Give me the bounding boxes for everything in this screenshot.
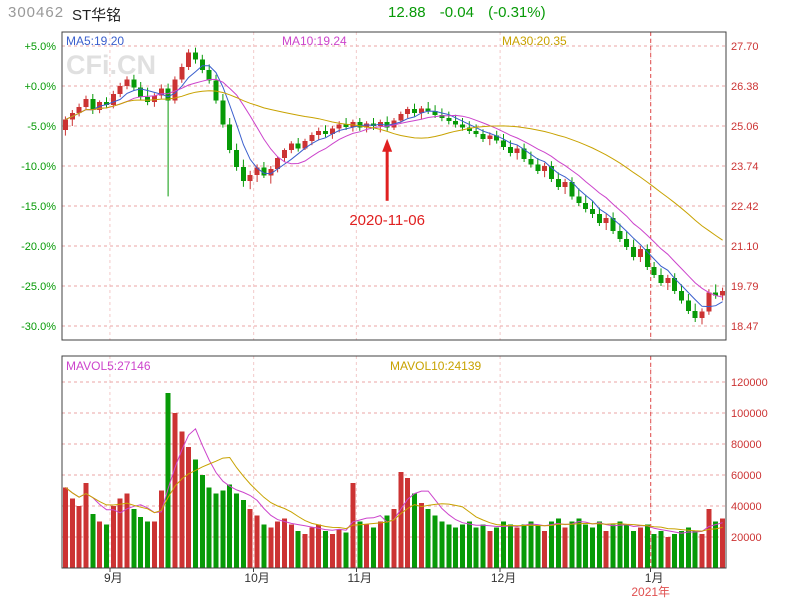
month-label: 1月 <box>645 571 664 585</box>
price-change: -0.04 <box>439 4 474 21</box>
volume-panel-border <box>61 355 727 569</box>
mavol5-label: MAVOL5:27146 <box>66 359 151 373</box>
month-label: 10月 <box>244 571 269 585</box>
last-price: 12.88 <box>388 4 426 21</box>
year-label: 2021年 <box>631 585 670 599</box>
price-value-tick: 22.42 <box>731 201 759 213</box>
candles <box>62 47 726 325</box>
price-value-tick: 19.79 <box>731 281 759 293</box>
stock-name: ST华铭 <box>72 7 122 24</box>
price-percent-tick: -20.0% <box>21 241 56 253</box>
ma30-line <box>65 90 723 241</box>
price-percent-tick: -25.0% <box>21 281 56 293</box>
price-value-tick: 27.70 <box>731 41 759 53</box>
ma10-line <box>65 78 723 298</box>
volume-tick: 100000 <box>731 408 768 420</box>
annotation-arrowhead <box>382 138 393 152</box>
price-change-percent: (-0.31%) <box>488 4 546 21</box>
month-label: 12月 <box>491 571 516 585</box>
month-label: 11月 <box>348 571 372 585</box>
price-percent-tick: -10.0% <box>21 161 56 173</box>
price-panel-border <box>61 31 727 341</box>
price-value-tick: 23.74 <box>731 161 759 173</box>
volume-tick: 40000 <box>731 501 762 513</box>
month-label: 9月 <box>104 571 123 585</box>
price-value-tick: 21.10 <box>731 241 759 253</box>
volume-tick: 80000 <box>731 439 762 451</box>
mavol10-label: MAVOL10:24139 <box>390 359 481 373</box>
ma30-label: MA30:20.35 <box>502 34 567 48</box>
price-percent-tick: +0.0% <box>25 81 57 93</box>
price-percent-tick: -5.0% <box>27 121 56 133</box>
price-percent-tick: +5.0% <box>25 41 57 53</box>
price-percent-tick: -30.0% <box>21 321 56 333</box>
ma5-line <box>65 65 723 308</box>
stock-code: 300462 <box>8 4 65 21</box>
volume-bars <box>62 392 726 569</box>
volume-tick: 20000 <box>731 532 762 544</box>
mavol10-line <box>65 456 723 532</box>
price-percent-tick: -15.0% <box>21 201 56 213</box>
ma10-label: MA10:19.24 <box>282 34 347 48</box>
price-value-tick: 26.38 <box>731 81 759 93</box>
price-value-tick: 18.47 <box>731 321 759 333</box>
volume-tick: 60000 <box>731 470 762 482</box>
annotation-date: 2020-11-06 <box>349 212 425 229</box>
watermark: CFi.CN <box>66 50 156 80</box>
stock-quote: 12.88 -0.04 (-0.31%) <box>388 4 556 21</box>
price-value-tick: 25.06 <box>731 121 759 133</box>
volume-tick: 120000 <box>731 377 768 389</box>
ma5-label: MA5:19.20 <box>66 34 124 48</box>
chart-header: 300462 ST华铭 12.88 -0.04 (-0.31%) <box>0 4 800 28</box>
